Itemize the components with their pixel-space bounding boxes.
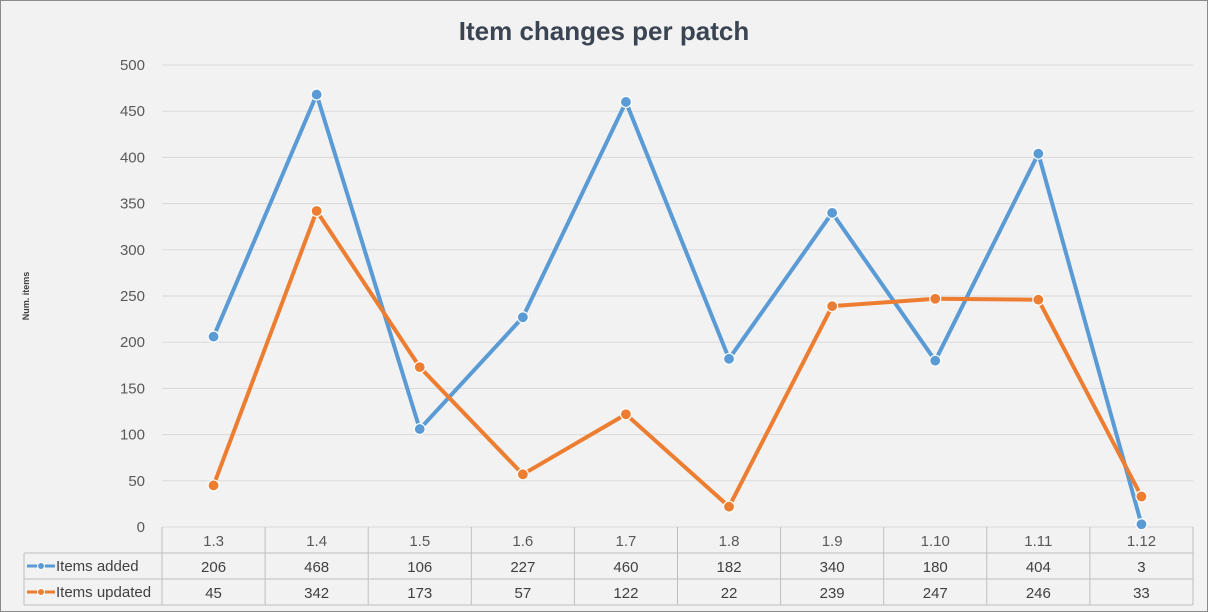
- chart-title: Item changes per patch: [459, 16, 749, 46]
- series-line: [211, 92, 1144, 527]
- y-tick-label: 450: [120, 103, 145, 120]
- x-tick-label: 1.7: [616, 533, 637, 550]
- data-point: [826, 300, 839, 313]
- gridlines: [162, 64, 1193, 528]
- table-cell: 227: [510, 559, 535, 576]
- x-tick-label: 1.12: [1127, 533, 1156, 550]
- data-point: [413, 361, 426, 374]
- x-tick-label: 1.11: [1024, 533, 1052, 550]
- x-tick-label: 1.10: [921, 533, 950, 550]
- series-line: [211, 208, 1144, 509]
- data-point: [929, 292, 942, 305]
- data-point: [722, 352, 736, 365]
- data-point: [516, 311, 529, 324]
- table-cell: 404: [1026, 559, 1051, 576]
- x-tick-label: 1.5: [409, 533, 430, 550]
- y-axis-ticks: 0 50 100 150 200 250 300 350 400 450 500: [120, 57, 145, 536]
- y-tick-label: 150: [120, 380, 145, 397]
- x-tick-label: 1.6: [512, 533, 533, 550]
- data-point: [516, 468, 529, 481]
- y-tick-label: 50: [128, 473, 145, 490]
- series-group: [207, 88, 1148, 531]
- data-point: [207, 330, 220, 343]
- legend-key-marker: [37, 562, 45, 570]
- data-point: [826, 206, 839, 219]
- y-tick-label: 350: [120, 196, 145, 213]
- data-point: [1135, 518, 1148, 531]
- table-cell: 247: [923, 585, 948, 602]
- x-tick-label: 1.9: [822, 533, 843, 550]
- data-point: [310, 204, 323, 218]
- table-cell: 340: [820, 559, 845, 576]
- data-table: 1.3 1.4 1.5 1.6 1.7 1.8 1.9 1.10 1.11 1.12 Items a…: [23, 527, 1194, 606]
- table-cell: 182: [717, 559, 742, 576]
- y-tick-label: 300: [120, 242, 145, 259]
- table-cell: 57: [515, 585, 532, 602]
- data-point: [722, 500, 736, 513]
- table-cell: 239: [820, 585, 845, 602]
- data-point: [619, 95, 633, 109]
- x-tick-label: 1.4: [306, 533, 327, 550]
- x-tick-label: 1.8: [719, 533, 740, 550]
- table-cell: 342: [304, 585, 329, 602]
- table-cell: 33: [1133, 585, 1150, 602]
- legend-label: Items added: [56, 558, 139, 575]
- legend-key-marker: [37, 588, 45, 596]
- table-cell: 460: [613, 559, 638, 576]
- data-point: [207, 479, 220, 492]
- data-point: [1135, 490, 1148, 503]
- table-cell: 3: [1137, 559, 1145, 576]
- y-tick-label: 200: [120, 334, 145, 351]
- table-cell: 180: [923, 559, 948, 576]
- y-axis-label: Num. items: [21, 272, 31, 321]
- data-point: [1032, 293, 1045, 306]
- data-point: [413, 422, 426, 436]
- table-cell: 22: [721, 585, 738, 602]
- table-cell: 246: [1026, 585, 1051, 602]
- data-point: [1032, 147, 1045, 160]
- x-tick-label: 1.3: [203, 533, 224, 550]
- table-cell: 206: [201, 559, 226, 576]
- table-cell: 468: [304, 559, 329, 576]
- y-tick-label: 400: [120, 149, 145, 166]
- table-cell: 173: [407, 585, 432, 602]
- table-cell: 122: [613, 585, 638, 602]
- y-tick-label: 0: [137, 519, 145, 536]
- data-point: [929, 354, 942, 367]
- data-point: [310, 88, 323, 101]
- data-point: [619, 408, 633, 421]
- table-cell: 106: [407, 559, 432, 576]
- table-cell: 45: [205, 585, 222, 602]
- y-tick-label: 500: [120, 57, 145, 74]
- y-tick-label: 250: [120, 288, 145, 305]
- y-tick-label: 100: [120, 427, 145, 444]
- legend-label: Items updated: [56, 584, 151, 601]
